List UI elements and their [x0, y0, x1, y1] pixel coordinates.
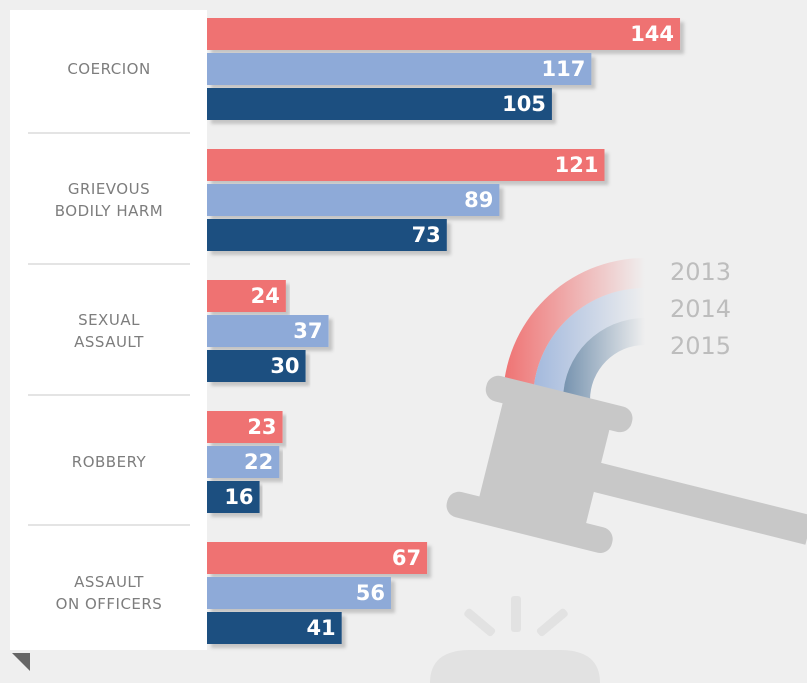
value-label: 37	[293, 319, 322, 343]
dividers	[28, 132, 190, 526]
value-label: 16	[224, 485, 253, 509]
legend-label: 2013	[670, 258, 731, 286]
bar	[207, 612, 342, 644]
bar	[207, 315, 329, 347]
category-label: ASSAULT ON OFFICERS	[55, 573, 163, 613]
bar	[207, 18, 681, 50]
category-label: GRIEVOUS BODILY HARM	[54, 180, 164, 220]
category-label: COERCION	[67, 60, 151, 78]
legend-arc	[503, 258, 645, 400]
panel-fold	[12, 653, 30, 671]
bar	[207, 149, 605, 181]
legend-label: 2014	[670, 295, 731, 323]
bar	[207, 184, 500, 216]
value-label: 117	[542, 57, 586, 81]
bar	[207, 88, 552, 120]
bell-icon	[430, 596, 600, 683]
bar	[207, 411, 283, 443]
label-panel	[10, 10, 207, 650]
gavel-icon	[446, 375, 807, 553]
value-label: 89	[464, 188, 493, 212]
value-label: 121	[555, 153, 599, 177]
value-label: 144	[630, 22, 674, 46]
legend-arcs	[503, 258, 645, 400]
bar	[207, 53, 592, 85]
category-label: SEXUAL ASSAULT	[74, 311, 144, 351]
legend-arc	[533, 288, 645, 400]
value-label: 67	[392, 546, 421, 570]
bar	[207, 350, 306, 382]
value-label: 41	[306, 616, 335, 640]
value-label: 24	[251, 284, 280, 308]
bar	[207, 446, 280, 478]
value-label: 56	[356, 581, 385, 605]
legend-label: 2015	[670, 332, 731, 360]
value-label: 73	[412, 223, 441, 247]
bar	[207, 542, 428, 574]
value-label: 30	[270, 354, 299, 378]
bar	[207, 577, 391, 609]
bar	[207, 481, 260, 513]
bar	[207, 280, 286, 312]
value-label: 105	[502, 92, 546, 116]
value-label: 23	[247, 415, 276, 439]
legend-arc	[563, 318, 645, 400]
bar	[207, 219, 447, 251]
category-label: ROBBERY	[71, 453, 147, 471]
value-label: 22	[244, 450, 273, 474]
